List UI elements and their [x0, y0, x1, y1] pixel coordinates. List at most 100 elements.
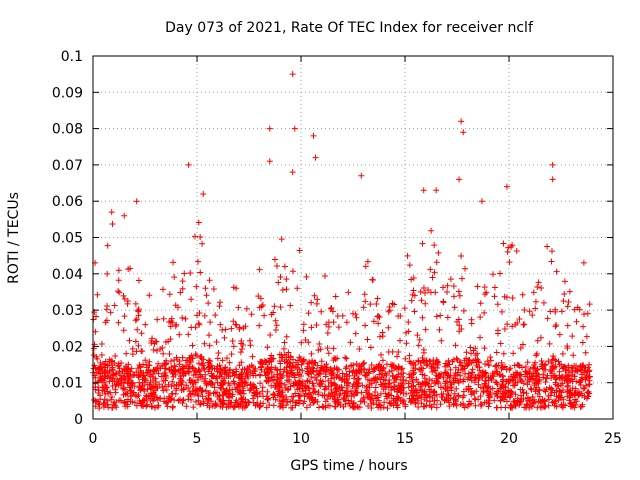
data-point: [573, 398, 580, 405]
data-point: [211, 384, 218, 391]
data-point: [163, 399, 170, 406]
data-point: [249, 395, 256, 402]
data-point: [108, 209, 115, 216]
data-point: [321, 363, 328, 370]
data-point: [335, 324, 342, 331]
data-point: [450, 401, 457, 408]
data-point: [129, 398, 136, 405]
data-point: [195, 366, 202, 373]
data-point: [260, 400, 267, 407]
data-point: [283, 394, 290, 401]
data-point: [532, 359, 539, 366]
data-point: [549, 176, 556, 183]
data-point: [485, 397, 492, 404]
data-point: [242, 379, 249, 386]
data-point: [180, 386, 187, 393]
data-point: [453, 385, 460, 392]
data-point: [169, 378, 176, 385]
data-point: [121, 373, 128, 380]
data-point: [412, 361, 419, 368]
data-point: [564, 389, 571, 396]
data-point: [254, 393, 261, 400]
data-point: [343, 319, 350, 326]
data-point: [407, 360, 414, 367]
data-point: [217, 384, 224, 391]
data-point: [148, 337, 155, 344]
data-point: [355, 375, 362, 382]
data-point: [123, 350, 130, 357]
data-point: [270, 309, 277, 316]
data-point: [520, 321, 527, 328]
data-point: [254, 399, 261, 406]
data-point: [505, 244, 512, 251]
data-point: [362, 372, 369, 379]
data-point: [419, 365, 426, 372]
data-point: [160, 378, 167, 385]
data-point: [553, 387, 560, 394]
data-point: [549, 248, 555, 255]
data-point: [528, 397, 535, 404]
data-point: [438, 391, 445, 398]
data-point: [368, 404, 375, 411]
data-point: [292, 402, 299, 409]
data-point: [451, 390, 458, 397]
data-point: [113, 370, 120, 377]
data-point: [481, 284, 488, 291]
data-point: [219, 326, 226, 333]
data-point: [214, 368, 221, 375]
data-point: [526, 308, 533, 315]
data-point: [331, 403, 338, 410]
data-point: [480, 388, 487, 395]
y-tick-label: 0.01: [52, 376, 83, 392]
data-point: [219, 357, 226, 364]
data-point: [484, 358, 491, 365]
data-point: [170, 369, 177, 376]
data-point: [161, 360, 168, 367]
data-point: [367, 301, 374, 308]
data-point: [325, 402, 332, 409]
data-point: [318, 358, 325, 365]
data-point: [179, 354, 186, 361]
data-point: [372, 364, 379, 371]
data-point: [406, 262, 413, 269]
data-point: [199, 240, 206, 247]
data-point: [562, 365, 569, 372]
data-point: [270, 402, 277, 409]
data-point: [250, 372, 257, 379]
data-point: [159, 344, 166, 351]
data-point: [192, 351, 199, 358]
data-point: [514, 370, 521, 377]
data-point: [505, 387, 512, 394]
data-point: [343, 376, 350, 383]
data-point: [378, 351, 385, 358]
data-point: [524, 359, 531, 366]
data-point: [468, 391, 475, 398]
data-point: [370, 318, 377, 325]
data-point: [492, 379, 499, 386]
data-point: [279, 372, 286, 379]
data-point: [258, 303, 265, 310]
data-point: [296, 393, 303, 400]
data-point: [98, 364, 105, 371]
data-point: [209, 373, 216, 380]
data-point: [564, 377, 571, 384]
data-point: [155, 360, 162, 367]
data-point: [545, 358, 552, 365]
data-point: [458, 118, 465, 125]
data-point: [364, 376, 371, 383]
data-point: [220, 385, 227, 392]
data-point: [572, 385, 579, 392]
data-point: [291, 372, 298, 379]
data-point: [333, 373, 340, 380]
data-point: [102, 358, 109, 365]
data-point: [265, 375, 272, 382]
data-point: [173, 354, 180, 361]
data-point: [102, 372, 109, 379]
data-point: [342, 354, 349, 361]
data-point: [104, 303, 111, 310]
data-point: [346, 400, 353, 407]
data-point: [316, 340, 323, 347]
data-point: [330, 319, 337, 326]
data-point: [502, 384, 509, 391]
